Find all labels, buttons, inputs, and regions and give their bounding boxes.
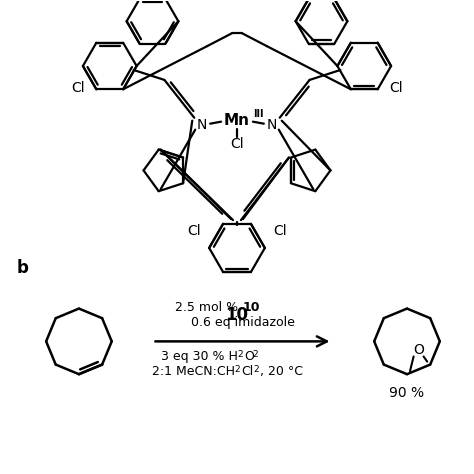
Text: 10: 10 — [226, 306, 248, 324]
Text: 2: 2 — [254, 365, 259, 374]
Text: O: O — [245, 350, 255, 363]
Text: Cl: Cl — [273, 224, 287, 238]
Text: Cl: Cl — [71, 81, 85, 95]
Text: N: N — [266, 118, 277, 132]
Text: Mn: Mn — [224, 113, 250, 128]
Text: 3 eq 30 % H: 3 eq 30 % H — [161, 350, 237, 363]
Text: O: O — [413, 344, 424, 357]
Text: 2: 2 — [237, 350, 243, 359]
Text: Cl: Cl — [389, 81, 403, 95]
Text: 10: 10 — [243, 301, 260, 314]
Text: , 20 °C: , 20 °C — [260, 365, 303, 378]
Text: Cl: Cl — [241, 365, 254, 378]
Text: N: N — [197, 118, 208, 132]
Text: 0.6 eq imidazole: 0.6 eq imidazole — [191, 316, 294, 329]
Text: 2:1 MeCN:CH: 2:1 MeCN:CH — [152, 365, 235, 378]
Text: Cl: Cl — [187, 224, 201, 238]
Text: 90 %: 90 % — [390, 386, 425, 400]
Text: 2: 2 — [235, 365, 240, 374]
Text: 2: 2 — [253, 350, 258, 359]
Text: 2.5 mol %: 2.5 mol % — [175, 301, 243, 314]
Text: Cl: Cl — [230, 137, 244, 151]
Text: III: III — [253, 109, 264, 118]
Text: b: b — [16, 259, 28, 277]
